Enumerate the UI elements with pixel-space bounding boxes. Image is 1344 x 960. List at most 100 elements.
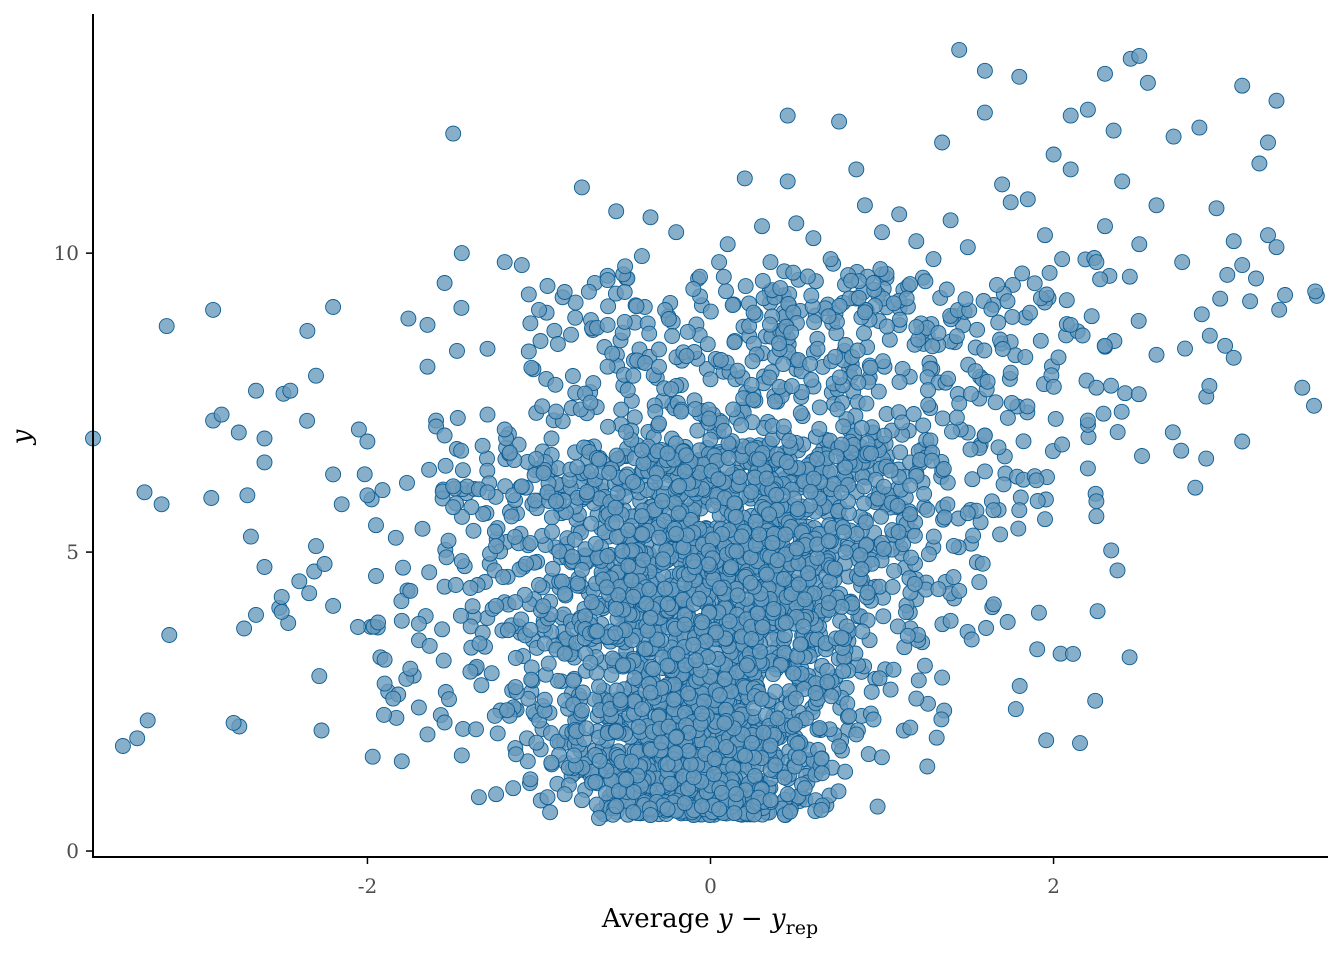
- data-point: [1198, 450, 1215, 467]
- data-point: [976, 104, 993, 121]
- data-point: [857, 514, 874, 531]
- data-point: [908, 233, 925, 250]
- data-point: [694, 614, 711, 631]
- data-point: [769, 552, 786, 569]
- data-point: [501, 444, 518, 461]
- data-point: [889, 497, 906, 514]
- x-tick-label: 2: [1047, 874, 1060, 898]
- data-point: [573, 179, 590, 196]
- data-point: [468, 721, 484, 738]
- data-point: [316, 556, 333, 572]
- data-point: [447, 577, 464, 593]
- data-point: [620, 522, 637, 539]
- data-point: [831, 113, 848, 130]
- data-point: [520, 343, 537, 360]
- data-point: [475, 506, 492, 522]
- data-point: [600, 298, 617, 315]
- data-point: [728, 786, 745, 803]
- data-point: [777, 614, 794, 631]
- data-point: [313, 722, 330, 739]
- data-point: [701, 410, 718, 427]
- data-point: [488, 538, 505, 555]
- data-point: [1148, 197, 1165, 214]
- data-point: [436, 275, 453, 291]
- data-point: [856, 478, 873, 495]
- data-point: [865, 275, 882, 291]
- data-point: [503, 508, 520, 525]
- data-point: [1079, 460, 1096, 477]
- data-point: [615, 657, 632, 674]
- data-point: [534, 398, 551, 415]
- data-point: [496, 421, 513, 438]
- data-point: [959, 505, 976, 522]
- data-point: [1234, 433, 1251, 450]
- data-point: [762, 792, 779, 809]
- data-point: [951, 582, 968, 599]
- data-point: [745, 798, 762, 815]
- data-point: [325, 299, 342, 315]
- data-point: [1294, 379, 1311, 396]
- data-point: [761, 506, 777, 523]
- data-point: [852, 547, 869, 564]
- data-point: [445, 499, 462, 516]
- data-point: [850, 374, 867, 391]
- data-point: [676, 795, 693, 812]
- data-point: [1015, 433, 1032, 450]
- data-point: [1026, 275, 1043, 292]
- data-point: [660, 311, 677, 327]
- data-point: [453, 747, 470, 764]
- data-point: [837, 459, 854, 476]
- data-point: [657, 580, 673, 597]
- data-point: [273, 588, 290, 605]
- data-point: [129, 730, 146, 747]
- data-point: [618, 771, 635, 788]
- data-point: [248, 382, 264, 399]
- data-point: [1103, 377, 1119, 394]
- data-point: [633, 248, 650, 265]
- data-point: [325, 597, 342, 614]
- data-point: [225, 714, 242, 731]
- data-point: [831, 738, 848, 755]
- data-point: [837, 544, 854, 561]
- data-point: [376, 706, 392, 723]
- data-point: [800, 565, 817, 582]
- data-point: [894, 414, 911, 431]
- data-point: [1037, 227, 1053, 244]
- data-point: [992, 526, 1009, 543]
- data-point: [814, 765, 830, 782]
- data-point: [499, 702, 516, 719]
- data-point: [765, 601, 782, 618]
- data-point: [892, 444, 909, 461]
- data-point: [726, 495, 743, 512]
- data-point: [1271, 301, 1288, 318]
- data-point: [685, 636, 702, 653]
- data-point: [905, 406, 922, 422]
- data-point: [790, 576, 807, 593]
- data-point: [882, 462, 899, 479]
- data-point: [711, 801, 728, 818]
- data-point: [548, 403, 565, 420]
- data-point: [655, 551, 671, 568]
- data-point: [1219, 266, 1236, 283]
- data-point: [671, 478, 688, 495]
- data-point: [462, 663, 479, 680]
- data-point: [642, 684, 659, 701]
- data-point: [767, 683, 784, 700]
- data-point: [673, 403, 690, 420]
- data-point: [1109, 424, 1126, 441]
- data-point: [453, 299, 470, 316]
- data-point: [1062, 107, 1079, 124]
- data-point: [885, 661, 902, 678]
- data-point: [539, 278, 556, 294]
- data-point: [499, 622, 516, 639]
- data-point: [528, 734, 545, 751]
- data-point: [886, 562, 903, 579]
- data-point: [565, 672, 582, 689]
- data-point: [775, 356, 792, 373]
- data-point: [1079, 412, 1096, 429]
- data-point: [587, 535, 604, 552]
- data-point: [536, 691, 553, 708]
- data-point: [919, 501, 936, 518]
- data-point: [548, 493, 565, 510]
- data-point: [676, 463, 693, 480]
